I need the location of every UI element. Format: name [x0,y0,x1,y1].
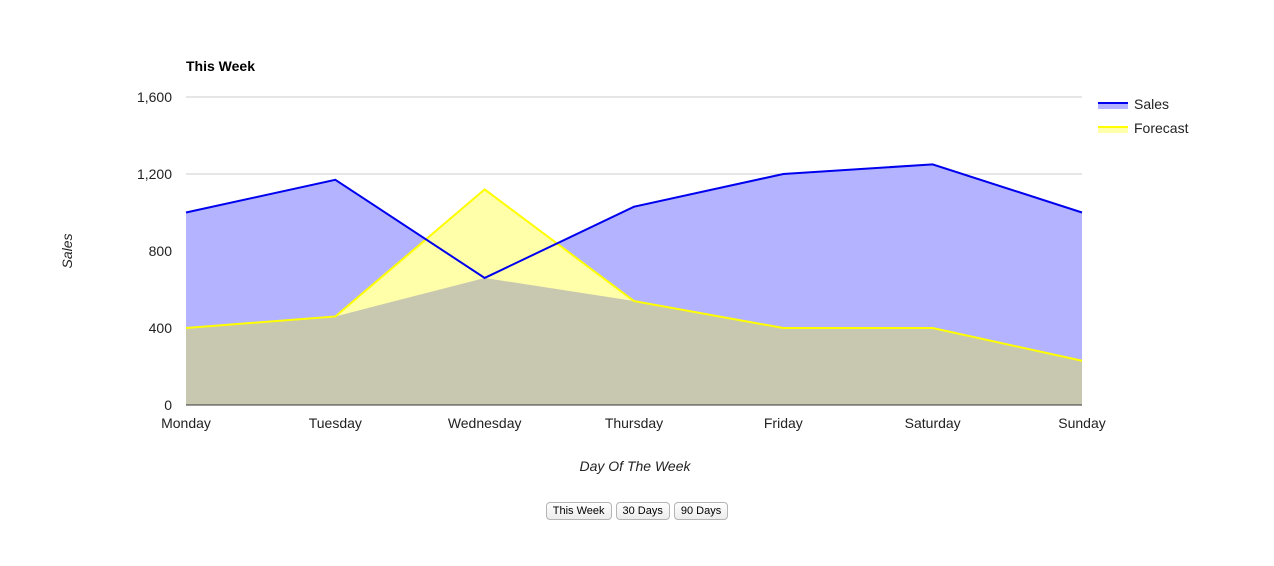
y-tick-labels: 0 400 800 1,200 1,600 [137,89,172,413]
area-chart: This Week 0 400 800 1,200 1,600 Monday Tuesda… [59,58,1189,474]
x-tick-label: Tuesday [309,415,362,431]
y-axis-label: Sales [59,233,75,268]
area-series [186,164,1082,405]
x-tick-label: Wednesday [448,415,522,431]
y-tick-label: 800 [149,243,173,259]
forecast-line [185,188,1083,362]
x-tick-label: Friday [764,415,803,431]
x-tick-label: Saturday [905,415,961,431]
y-tick-label: 1,200 [137,166,172,182]
legend: Sales Forecast [1098,96,1189,136]
legend-swatch-forecast [1098,127,1128,133]
sales-line [185,163,1083,280]
90-days-button[interactable]: 90 Days [673,502,729,520]
y-tick-label: 1,600 [137,89,172,105]
x-axis-label: Day Of The Week [579,458,691,474]
y-tick-label: 400 [149,320,173,336]
range-button-group: This Week 30 Days 90 Days [0,502,1274,520]
this-week-button[interactable]: This Week [545,502,612,520]
series-lines [185,163,1083,362]
x-tick-label: Monday [161,415,211,431]
legend-swatch-sales [1098,103,1128,109]
x-tick-label: Thursday [605,415,663,431]
chart-title: This Week [186,58,255,74]
legend-label-forecast: Forecast [1134,120,1189,136]
y-tick-label: 0 [164,397,172,413]
overlap-area [186,277,1082,405]
x-tick-label: Sunday [1058,415,1105,431]
x-tick-labels: Monday Tuesday Wednesday Thursday Friday Satu… [161,415,1106,431]
30-days-button[interactable]: 30 Days [615,502,670,520]
legend-label-sales: Sales [1134,96,1169,112]
